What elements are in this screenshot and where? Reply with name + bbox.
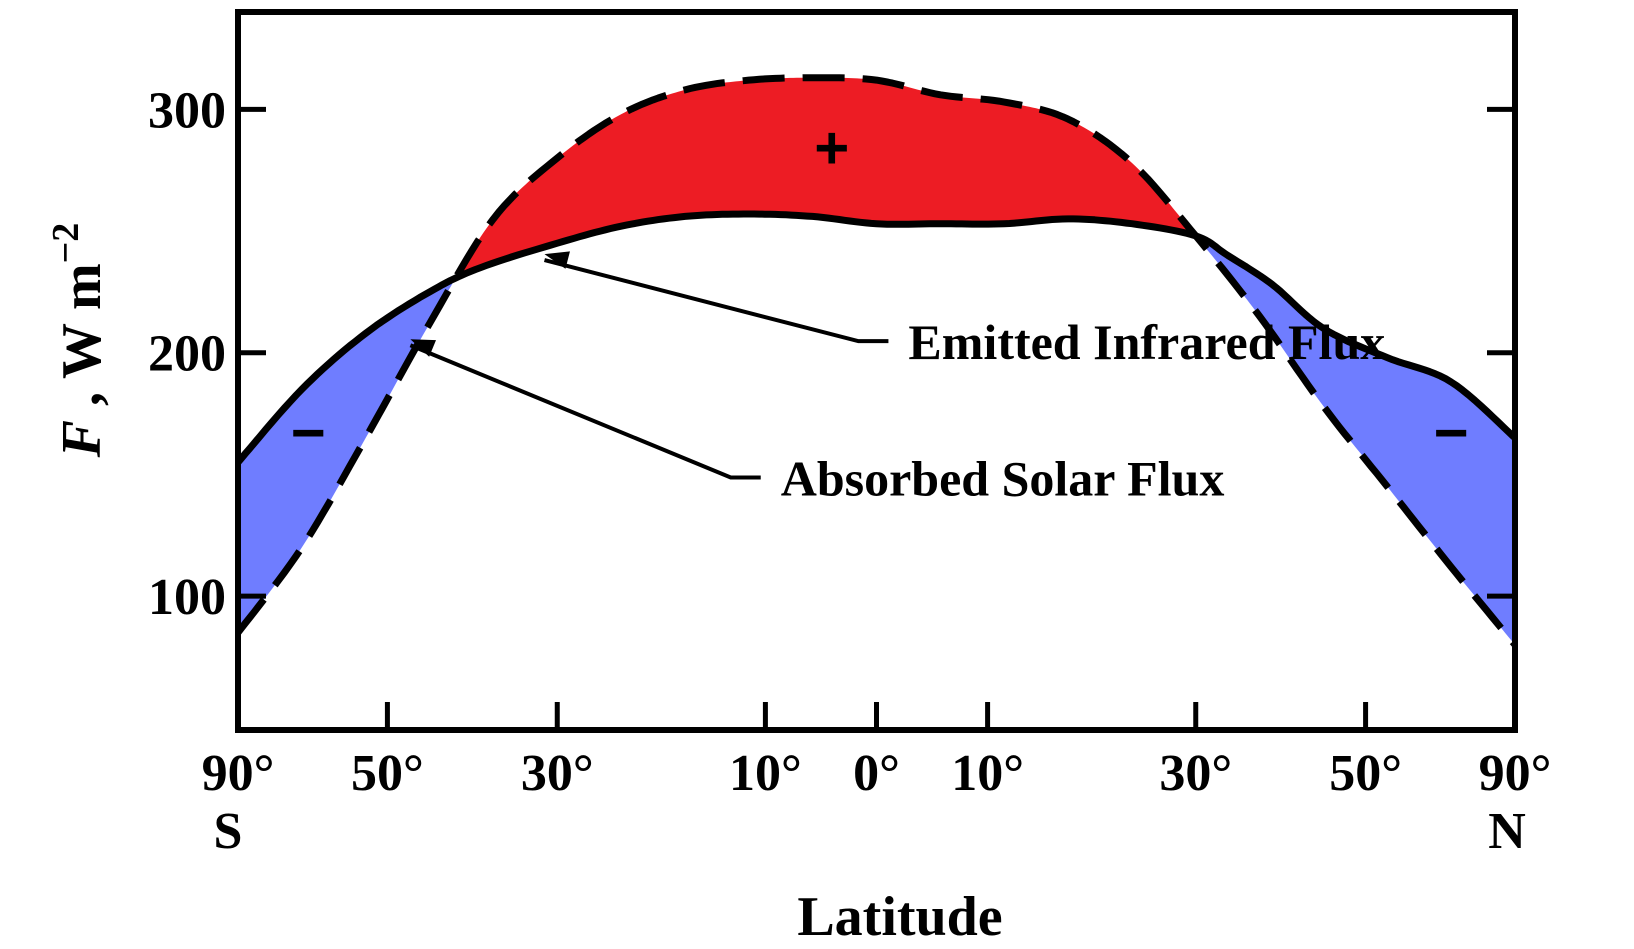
x-tick-label-0: 90°	[202, 745, 275, 802]
annotation-arrowhead-0	[544, 251, 570, 269]
y-axis-title-units: , W m	[51, 263, 113, 420]
y-axis-title-exponent: −2	[45, 223, 87, 264]
x-axis-title: Latitude	[797, 886, 1002, 948]
x-tick-sublabel-8: N	[1488, 803, 1526, 860]
deficit-sign-4: −	[1434, 399, 1469, 466]
x-tick-label-8: 90°	[1479, 745, 1552, 802]
annotation-label-0: Emitted Infrared Flux	[908, 314, 1385, 370]
y-tick-label-2: 300	[148, 82, 226, 139]
surplus-sign: +	[814, 114, 849, 181]
flux-series-lines	[235, 74, 1518, 648]
surplus-region-1	[458, 77, 1193, 277]
annotation-arrow-0	[543, 258, 889, 344]
y-tick-label-0: 100	[148, 569, 226, 626]
annotation-arrowhead-1	[410, 339, 437, 357]
x-tick-label-1: 50°	[351, 745, 424, 802]
annotation-arrow-1	[409, 343, 761, 480]
annotation-label-1: Absorbed Solar Flux	[781, 450, 1225, 506]
x-tick-label-6: 30°	[1159, 745, 1232, 802]
x-tick-sublabel-0: S	[214, 803, 243, 860]
y-tick-label-1: 200	[148, 326, 226, 383]
y-axis-title-symbol: F	[51, 420, 113, 458]
annotations: Emitted Infrared Flux Absorbed Solar Flux…	[291, 114, 1469, 506]
x-tick-label-7: 50°	[1329, 745, 1402, 802]
absorbed-solar-flux-line	[235, 74, 1518, 648]
deficit-region-0	[238, 278, 456, 633]
y-axis-title: F , W m−2	[45, 223, 113, 459]
deficit-sign-3: −	[291, 399, 326, 466]
emitted-infrared-flux-line	[235, 210, 1518, 465]
x-tick-label-5: 10°	[951, 745, 1024, 802]
x-tick-label-4: 0°	[853, 745, 900, 802]
x-tick-label-3: 10°	[729, 745, 802, 802]
x-tick-label-2: 30°	[521, 745, 594, 802]
